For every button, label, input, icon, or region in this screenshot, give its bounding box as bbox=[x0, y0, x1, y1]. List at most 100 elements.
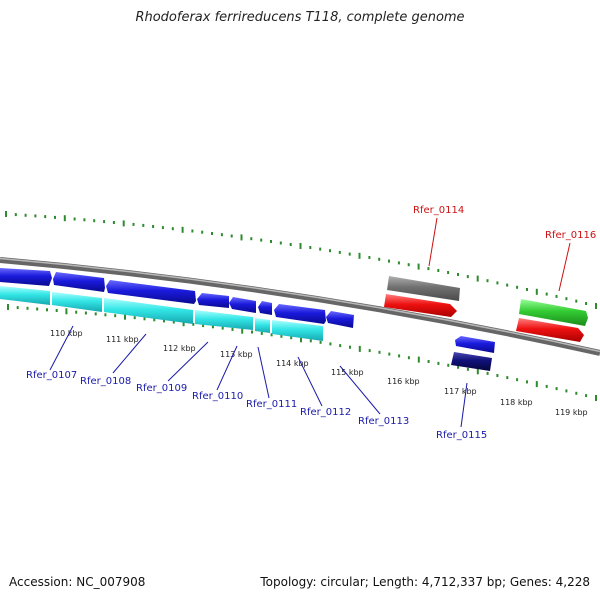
feature-cyan-1[interactable] bbox=[0, 286, 50, 305]
outer-tick-mark bbox=[496, 281, 499, 285]
outer-tick-mark bbox=[230, 234, 233, 238]
inner-tick-mark bbox=[526, 380, 528, 384]
inner-tick-mark bbox=[94, 312, 97, 316]
outer-tick-mark bbox=[407, 263, 410, 267]
feature-cyan-5[interactable] bbox=[255, 318, 270, 333]
inner-tick-mark bbox=[260, 331, 263, 335]
inner-tick-mark bbox=[16, 306, 19, 310]
outer-tick-mark bbox=[417, 263, 420, 270]
inner-tick-mark bbox=[163, 319, 165, 323]
feature-rfer-0116-green[interactable] bbox=[519, 299, 588, 326]
gene-label-rfer-0110[interactable]: Rfer_0110 bbox=[192, 391, 243, 402]
genome-summary-text: Topology: circular; Length: 4,712,337 bp… bbox=[260, 575, 590, 589]
feature-rfer-0109[interactable] bbox=[106, 280, 196, 304]
callout-line-rfer-0112 bbox=[297, 356, 323, 407]
inner-tick-mark bbox=[114, 314, 117, 318]
outer-tick-mark bbox=[201, 230, 204, 234]
outer-tick-mark bbox=[279, 241, 282, 245]
outer-tick-mark bbox=[545, 292, 548, 296]
scale-label: 111 kbp bbox=[106, 335, 139, 344]
feature-cyan-3[interactable] bbox=[104, 298, 193, 324]
gene-label-rfer-0111[interactable]: Rfer_0111 bbox=[246, 399, 297, 410]
inner-tick-mark bbox=[309, 339, 312, 343]
gene-label-rfer-0116[interactable]: Rfer_0116 bbox=[545, 230, 596, 241]
callout-line-rfer-0109 bbox=[167, 341, 209, 382]
reverse-cds-track bbox=[0, 286, 323, 341]
gene-label-rfer-0114[interactable]: Rfer_0114 bbox=[413, 205, 464, 216]
feature-rfer-0110[interactable] bbox=[197, 293, 229, 308]
feature-rfer-0116-red[interactable] bbox=[516, 318, 584, 342]
inner-tick-mark bbox=[26, 306, 29, 310]
inner-tick-mark bbox=[368, 349, 371, 353]
outer-tick-mark bbox=[132, 222, 135, 226]
feature-rfer-0111[interactable] bbox=[229, 297, 256, 313]
gene-label-rfer-0112[interactable]: Rfer_0112 bbox=[300, 407, 351, 418]
feature-rfer-0114-red[interactable] bbox=[384, 294, 457, 317]
scale-label: 115 kbp bbox=[331, 368, 364, 377]
inner-tick-mark bbox=[172, 320, 175, 324]
inner-tick-mark bbox=[300, 336, 302, 343]
outer-tick-mark bbox=[388, 259, 390, 263]
feature-cyan-4[interactable] bbox=[195, 310, 253, 330]
outer-tick-mark bbox=[368, 256, 371, 259]
outer-tick-mark bbox=[516, 285, 519, 289]
scale-label: 118 kbp bbox=[500, 398, 533, 407]
inner-tick-mark bbox=[595, 395, 597, 401]
outer-tick-mark bbox=[348, 252, 351, 256]
feature-rfer-0112[interactable] bbox=[258, 301, 272, 315]
inner-tick-mark bbox=[46, 308, 48, 312]
feature-rfer-0107[interactable] bbox=[0, 268, 52, 286]
inner-tick-mark bbox=[535, 381, 538, 388]
outer-tick-mark bbox=[260, 238, 263, 242]
outer-tick-mark bbox=[152, 225, 155, 228]
feature-cyan-2[interactable] bbox=[52, 292, 102, 312]
feature-rfer-0113[interactable] bbox=[274, 304, 326, 324]
gene-labels: Rfer_0107 Rfer_0108 Rfer_0109 Rfer_0110 … bbox=[26, 205, 596, 441]
inner-tick-mark bbox=[290, 336, 293, 340]
scale-label: 110 kbp bbox=[50, 329, 83, 338]
outer-tick-row bbox=[5, 211, 597, 309]
outer-tick-mark bbox=[122, 220, 125, 227]
outer-tick-mark bbox=[211, 232, 213, 235]
inner-tick-mark bbox=[457, 365, 460, 369]
gene-label-rfer-0109[interactable]: Rfer_0109 bbox=[136, 383, 187, 394]
inner-tick-mark bbox=[506, 376, 509, 380]
feature-rfer-0113b[interactable] bbox=[326, 311, 354, 328]
inner-tick-mark bbox=[270, 333, 273, 337]
outer-tick-mark bbox=[24, 213, 27, 217]
outer-tick-mark bbox=[565, 297, 568, 301]
forward-cds-track bbox=[0, 268, 354, 328]
gene-label-rfer-0115[interactable]: Rfer_0115 bbox=[436, 430, 487, 441]
inner-tick-mark bbox=[585, 394, 588, 398]
outer-tick-mark bbox=[378, 257, 381, 261]
outer-tick-mark bbox=[338, 250, 341, 254]
outer-tick-mark bbox=[44, 215, 47, 219]
accession-text: Accession: NC_007908 bbox=[9, 575, 146, 589]
inner-tick-mark bbox=[55, 309, 58, 312]
outer-tick-mark bbox=[220, 233, 223, 237]
inner-tick-mark bbox=[339, 344, 342, 348]
gene-label-rfer-0108[interactable]: Rfer_0108 bbox=[80, 376, 131, 387]
gene-label-rfer-0113[interactable]: Rfer_0113 bbox=[358, 416, 409, 427]
inner-tick-mark bbox=[447, 363, 450, 367]
inner-tick-mark bbox=[104, 313, 107, 317]
inner-tick-mark bbox=[75, 310, 78, 314]
inner-tick-mark bbox=[427, 360, 430, 363]
callout-lines bbox=[49, 217, 571, 428]
gene-label-rfer-0107[interactable]: Rfer_0107 bbox=[26, 370, 77, 381]
outer-tick-mark bbox=[112, 221, 115, 224]
scale-label: 114 kbp bbox=[276, 359, 309, 368]
callout-line-rfer-0113 bbox=[339, 365, 381, 415]
feature-rfer-0115-navy[interactable] bbox=[451, 352, 492, 371]
feature-cyan-6[interactable] bbox=[272, 320, 323, 341]
inner-tick-mark bbox=[388, 352, 391, 356]
outer-tick-mark bbox=[299, 243, 302, 249]
genome-backbone bbox=[0, 257, 600, 356]
outer-tick-mark bbox=[103, 220, 106, 224]
outer-tick-mark bbox=[595, 303, 597, 309]
feature-rfer-0115-blue[interactable] bbox=[455, 336, 495, 353]
outer-tick-mark bbox=[73, 217, 76, 221]
feature-rfer-0108[interactable] bbox=[53, 272, 105, 292]
feature-rfer-0114-gray[interactable] bbox=[387, 276, 460, 301]
